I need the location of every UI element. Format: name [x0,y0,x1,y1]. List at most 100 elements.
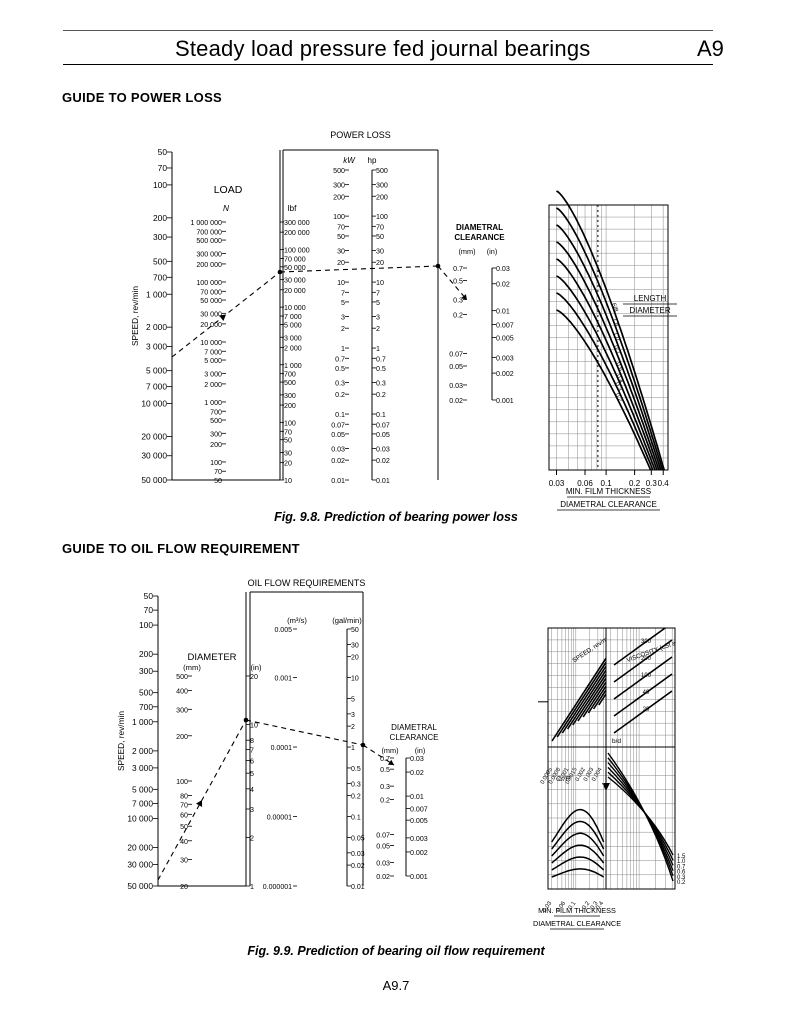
svg-text:100: 100 [139,620,153,630]
svg-text:50: 50 [351,627,359,634]
svg-text:70 000: 70 000 [284,255,306,263]
svg-text:60: 60 [180,811,188,819]
svg-text:100: 100 [376,213,388,221]
svg-text:50: 50 [180,823,188,831]
svg-text:0.3: 0.3 [453,296,463,304]
svg-text:50: 50 [337,233,345,241]
svg-text:0.003: 0.003 [410,835,428,843]
svg-text:500: 500 [139,688,153,698]
svg-text:7 000: 7 000 [132,798,153,808]
svg-text:50 000: 50 000 [141,475,167,485]
svg-text:0.3: 0.3 [335,380,345,388]
svg-text:300: 300 [139,666,153,676]
svg-text:500: 500 [210,417,222,425]
svg-text:0.3: 0.3 [677,875,686,881]
svg-text:2 000: 2 000 [132,746,153,756]
svg-text:0.2: 0.2 [376,391,386,399]
svg-text:20 000: 20 000 [141,431,167,441]
svg-text:0.01: 0.01 [376,477,390,485]
svg-text:100 000: 100 000 [196,279,222,287]
svg-text:3 000: 3 000 [146,341,167,351]
svg-text:200: 200 [210,441,222,449]
svg-text:lbf: lbf [288,203,297,213]
svg-text:2: 2 [250,834,254,842]
svg-text:5: 5 [376,299,380,307]
svg-text:5 000: 5 000 [284,321,302,329]
svg-text:1: 1 [376,345,380,353]
svg-text:70: 70 [284,428,292,436]
svg-text:0.3: 0.3 [380,783,390,791]
svg-text:200: 200 [139,649,153,659]
svg-text:40: 40 [180,838,188,846]
svg-text:1 000 000: 1 000 000 [190,219,222,227]
svg-text:0.7: 0.7 [376,355,386,363]
svg-text:MIN. FILM THICKNESS: MIN. FILM THICKNESS [566,487,651,496]
svg-text:5: 5 [250,770,254,778]
svg-text:(gal/min): (gal/min) [332,616,362,625]
svg-text:0.07: 0.07 [449,350,463,358]
svg-text:500: 500 [333,167,345,175]
svg-text:CLEARANCE: CLEARANCE [390,733,439,742]
svg-text:0.2: 0.2 [351,794,361,801]
svg-text:0.01: 0.01 [496,308,510,316]
svg-text:0.7: 0.7 [335,355,345,363]
svg-text:30: 30 [180,857,188,865]
svg-text:300: 300 [153,232,167,242]
svg-text:0.5: 0.5 [376,365,386,373]
svg-text:OIL FLOW REQUIREMENTS: OIL FLOW REQUIREMENTS [248,578,366,588]
svg-text:3 000: 3 000 [132,763,153,773]
svg-text:30: 30 [376,248,384,256]
svg-text:50: 50 [144,591,154,601]
svg-text:80: 80 [180,793,188,801]
svg-text:0.03: 0.03 [496,265,510,273]
svg-text:0.02: 0.02 [449,397,463,405]
svg-text:0.007: 0.007 [496,321,514,329]
svg-text:500: 500 [176,673,188,681]
svg-text:0.05: 0.05 [449,363,463,371]
svg-text:DIAMETRAL: DIAMETRAL [456,223,503,232]
svg-text:50: 50 [615,637,623,645]
svg-text:300 000: 300 000 [196,250,222,258]
svg-text:200: 200 [333,193,345,201]
svg-text:0.001: 0.001 [274,676,292,683]
svg-text:100: 100 [176,778,188,786]
svg-text:0.01: 0.01 [331,477,345,485]
svg-text:300: 300 [210,430,222,438]
svg-text:0.05: 0.05 [351,835,365,842]
svg-text:1 000: 1 000 [132,717,153,727]
svg-text:0.02: 0.02 [331,457,345,465]
svg-text:0.3: 0.3 [376,380,386,388]
svg-text:100 000: 100 000 [284,246,310,254]
svg-text:100: 100 [333,213,345,221]
svg-text:1 000: 1 000 [204,399,222,407]
svg-text:0.05: 0.05 [376,431,390,439]
svg-text:N: N [223,203,229,213]
svg-text:0.1: 0.1 [351,815,361,822]
svg-text:70: 70 [376,223,384,231]
svg-text:0.05: 0.05 [331,431,345,439]
svg-text:0.03: 0.03 [376,446,390,454]
svg-text:200: 200 [153,213,167,223]
svg-text:30: 30 [351,642,359,649]
svg-text:(m³/s): (m³/s) [287,616,307,625]
svg-text:50: 50 [158,147,168,157]
svg-text:20 000: 20 000 [127,843,153,853]
svg-text:50: 50 [214,477,222,485]
svg-text:5 000: 5 000 [204,357,222,365]
svg-text:20: 20 [284,460,292,468]
svg-text:200 000: 200 000 [196,261,222,269]
svg-text:300: 300 [376,182,388,190]
svg-text:DIAMETRAL CLEARANCE: DIAMETRAL CLEARANCE [560,500,657,509]
svg-text:0.1: 0.1 [376,411,386,419]
svg-text:70: 70 [180,801,188,809]
svg-text:20: 20 [643,707,650,713]
svg-text:hp: hp [368,156,377,165]
svg-text:10 000: 10 000 [284,304,306,312]
svg-text:500: 500 [376,167,388,175]
svg-text:8: 8 [250,737,254,745]
svg-text:SPEED, rev/min: SPEED, rev/min [130,286,140,346]
svg-text:20 000: 20 000 [200,321,222,329]
svg-text:0.6: 0.6 [677,870,686,876]
svg-text:7 000: 7 000 [204,348,222,356]
svg-text:10 000: 10 000 [141,399,167,409]
